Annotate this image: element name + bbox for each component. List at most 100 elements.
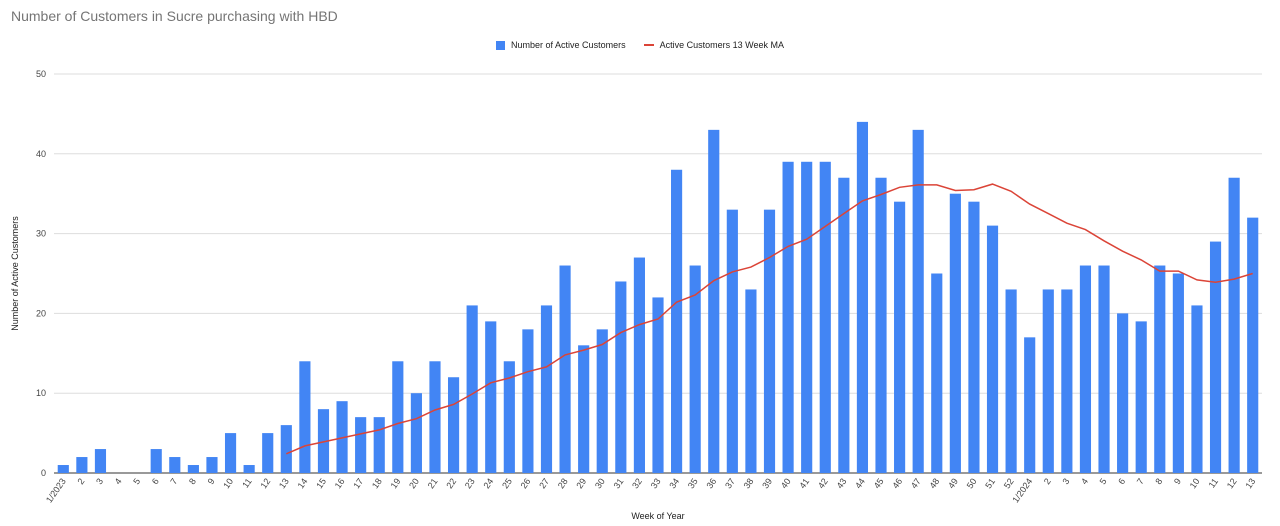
bar[interactable] [224,433,237,473]
bar[interactable] [968,201,980,473]
x-tick-label: 30 [593,476,607,490]
bar[interactable] [1061,289,1073,473]
x-tick-label: 9 [206,476,217,486]
bar[interactable] [894,201,906,473]
x-tick-label: 17 [351,476,365,490]
bar[interactable] [1154,265,1166,473]
bar[interactable] [1172,273,1184,474]
bar[interactable] [1098,265,1110,473]
y-tick-label: 10 [36,388,46,398]
bar[interactable] [596,329,608,473]
x-tick-label: 9 [1172,476,1183,486]
ma-line[interactable] [286,183,1253,455]
bar[interactable] [782,161,794,473]
legend-label-bars: Number of Active Customers [511,40,626,50]
bar[interactable] [466,305,478,473]
bar[interactable] [169,457,181,473]
x-tick-label: 8 [1153,476,1164,486]
x-tick-label: 26 [519,476,533,490]
x-tick-label: 46 [890,476,904,490]
bar[interactable] [1209,241,1222,473]
bar[interactable] [429,361,441,473]
bar[interactable] [317,409,330,473]
bar[interactable] [1228,177,1240,474]
bar[interactable] [1042,289,1054,473]
x-tick-label: 15 [314,476,328,490]
bar[interactable] [94,449,107,473]
x-tick-label: 12 [1225,476,1239,490]
bar[interactable] [57,465,69,473]
legend-item-line[interactable]: Active Customers 13 Week MA [643,40,784,50]
bar[interactable] [949,193,961,473]
bar[interactable] [206,457,218,473]
bar[interactable] [1247,217,1259,473]
x-tick-label: 35 [686,476,700,490]
bar[interactable] [373,417,385,473]
bar[interactable] [1191,305,1203,473]
x-tick-label: 1/2024 [1010,476,1034,504]
bar[interactable] [1079,265,1092,473]
bar[interactable] [280,425,292,473]
bar[interactable] [540,305,553,473]
bar[interactable] [336,401,348,473]
x-tick-label: 7 [168,476,179,486]
bar[interactable] [633,257,645,473]
bar[interactable] [838,177,850,474]
bar[interactable] [485,321,497,473]
bar[interactable] [355,417,367,473]
bar[interactable] [652,297,664,473]
bar[interactable] [875,177,887,474]
bar[interactable] [187,465,199,473]
bar[interactable] [243,465,255,473]
bar[interactable] [856,121,869,473]
bar[interactable] [912,129,924,474]
bar[interactable] [150,449,162,473]
x-tick-label: 14 [296,476,310,490]
x-tick-label: 31 [612,476,626,490]
x-tick-label: 19 [389,476,403,490]
x-tick-label: 3 [94,476,105,486]
x-tick-label: 52 [1002,476,1016,490]
bar[interactable] [819,161,831,473]
bar[interactable] [689,265,701,473]
y-tick-label: 0 [41,468,46,478]
x-tick-label: 37 [723,476,737,490]
x-tick-label: 5 [131,476,142,486]
bar[interactable] [1024,337,1036,473]
x-tick-label: 16 [333,476,347,490]
legend-swatch-line [643,44,654,46]
bar[interactable] [578,345,590,473]
bar[interactable] [447,377,460,473]
bar[interactable] [559,265,571,473]
legend-item-bars[interactable]: Number of Active Customers [496,40,626,50]
x-tick-label: 22 [444,476,458,490]
bar[interactable] [931,273,943,474]
x-tick-label: 27 [537,476,551,490]
bar[interactable] [410,393,422,473]
bar[interactable] [1005,289,1017,473]
bar[interactable] [745,289,757,473]
bar[interactable] [986,225,999,473]
bar[interactable] [1117,313,1129,473]
bar[interactable] [726,209,738,473]
bar[interactable] [522,329,534,473]
x-tick-label: 29 [574,476,588,490]
bar[interactable] [763,209,776,473]
x-tick-label: 32 [630,476,644,490]
x-tick-label: 23 [463,476,477,490]
bar[interactable] [503,361,515,473]
x-tick-label: 43 [835,476,849,490]
bar[interactable] [708,129,720,474]
x-tick-label: 13 [277,476,291,490]
bar[interactable] [671,169,683,473]
bar[interactable] [262,433,274,473]
x-tick-label: 48 [927,476,941,490]
bar[interactable] [801,161,813,473]
x-tick-label: 12 [258,476,272,490]
bar[interactable] [1135,321,1147,473]
bar[interactable] [392,361,404,473]
bar[interactable] [299,361,311,473]
bar[interactable] [76,457,88,473]
bar[interactable] [615,281,627,473]
